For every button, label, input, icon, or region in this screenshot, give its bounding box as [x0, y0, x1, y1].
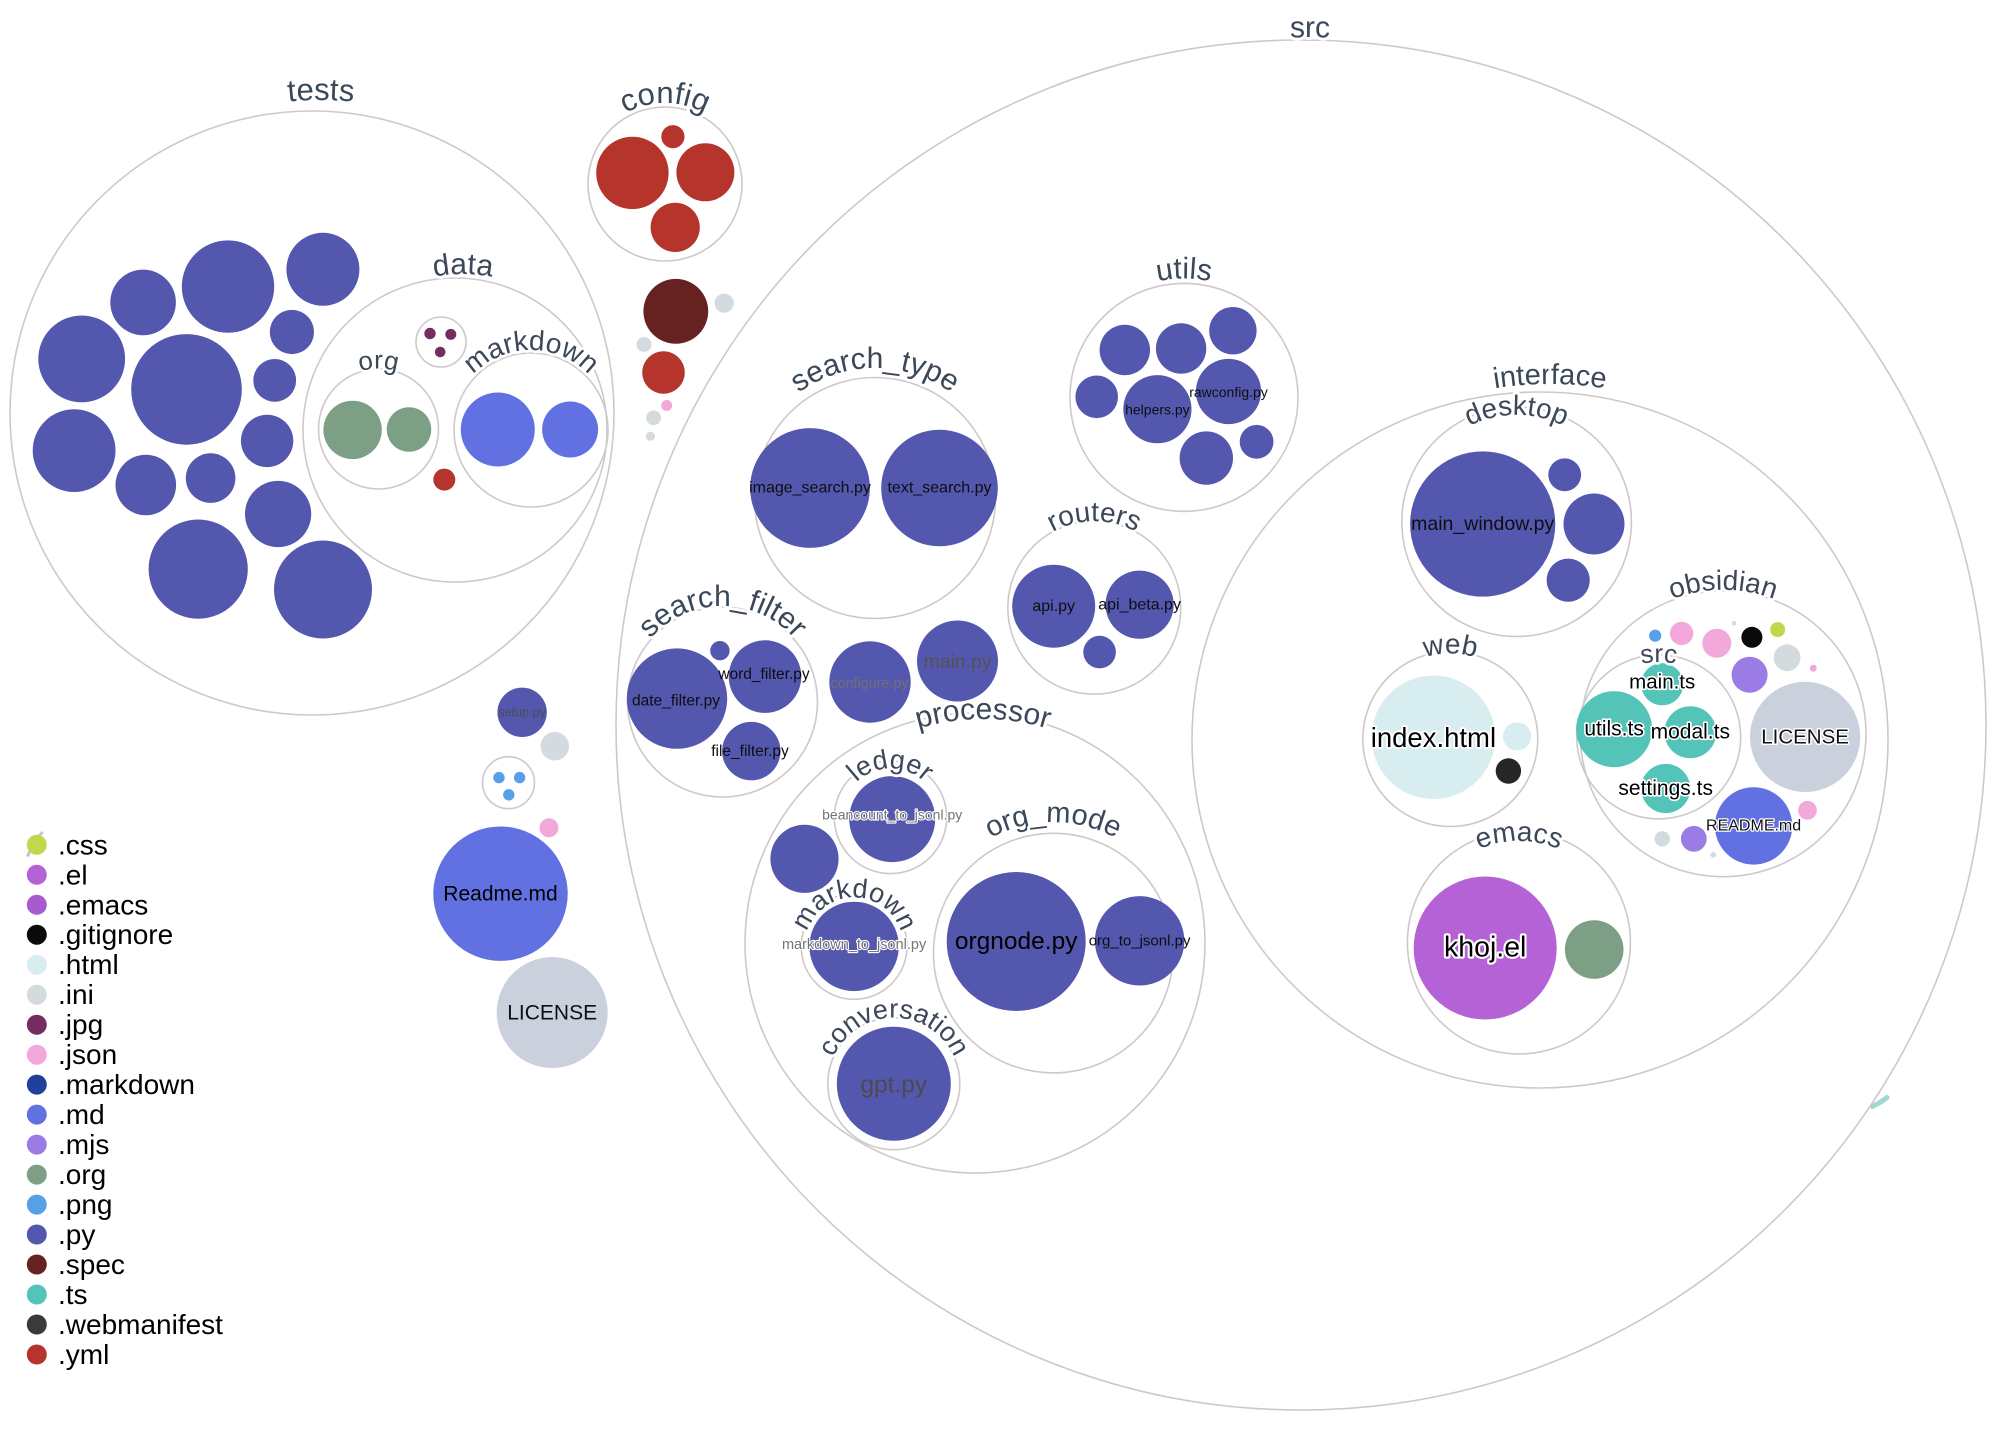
svg-text:.css: .css: [58, 829, 108, 860]
svg-text:.jpg: .jpg: [58, 1009, 103, 1040]
svg-text:.emacs: .emacs: [58, 889, 148, 920]
svg-text:interface: interface: [1491, 359, 1609, 395]
svg-text:gpt.py: gpt.py: [860, 1072, 927, 1099]
svg-text:index.html: index.html: [1371, 722, 1496, 753]
svg-text:settings.ts: settings.ts: [1618, 777, 1713, 800]
svg-text:image_search.py: image_search.py: [749, 480, 871, 497]
svg-text:main_window.py: main_window.py: [1411, 513, 1554, 535]
svg-text:khoj.el: khoj.el: [1444, 931, 1526, 963]
svg-text:.py: .py: [58, 1219, 95, 1250]
svg-text:setup.py: setup.py: [498, 706, 546, 720]
svg-text:modal.ts: modal.ts: [1651, 721, 1730, 744]
svg-text:.spec: .spec: [58, 1249, 125, 1280]
svg-text:api_beta.py: api_beta.py: [1098, 597, 1181, 614]
svg-text:data: data: [431, 248, 496, 284]
svg-text:main.py: main.py: [923, 651, 992, 673]
svg-text:.json: .json: [58, 1039, 117, 1070]
svg-text:README.md: README.md: [1706, 817, 1801, 834]
svg-text:.html: .html: [58, 949, 119, 980]
svg-text:LICENSE: LICENSE: [1761, 726, 1849, 749]
svg-text:.mjs: .mjs: [58, 1129, 109, 1160]
svg-text:api.py: api.py: [1032, 598, 1075, 615]
svg-text:Readme.md: Readme.md: [443, 883, 557, 906]
svg-text:.org: .org: [58, 1159, 106, 1190]
svg-text:.markdown: .markdown: [58, 1069, 195, 1100]
svg-text:helpers.py: helpers.py: [1125, 402, 1190, 418]
svg-text:.yml: .yml: [58, 1339, 109, 1370]
svg-text:.md: .md: [58, 1099, 105, 1130]
svg-text:.gitignore: .gitignore: [58, 919, 173, 950]
svg-text:configure.py: configure.py: [831, 676, 910, 692]
svg-text:main.ts: main.ts: [1629, 671, 1695, 694]
svg-text:.ts: .ts: [58, 1279, 88, 1310]
svg-text:beancount_to_jsonl.py: beancount_to_jsonl.py: [822, 807, 962, 823]
svg-text:markdown_to_jsonl.py: markdown_to_jsonl.py: [782, 937, 927, 953]
svg-text:tests: tests: [286, 72, 356, 109]
svg-text:web: web: [1419, 628, 1481, 663]
svg-text:file_filter.py: file_filter.py: [711, 743, 789, 760]
svg-text:rawconfig.py: rawconfig.py: [1189, 384, 1268, 400]
svg-text:LICENSE: LICENSE: [507, 1002, 597, 1025]
svg-text:src: src: [1290, 11, 1331, 44]
svg-text:orgnode.py: orgnode.py: [955, 928, 1078, 955]
svg-text:word_filter.py: word_filter.py: [717, 666, 810, 683]
svg-text:org: org: [355, 345, 401, 377]
svg-text:text_search.py: text_search.py: [887, 480, 991, 497]
svg-text:.png: .png: [58, 1189, 113, 1220]
svg-text:.ini: .ini: [58, 979, 94, 1010]
svg-text:utils.ts: utils.ts: [1584, 718, 1644, 741]
svg-text:date_filter.py: date_filter.py: [632, 693, 720, 710]
svg-text:utils: utils: [1154, 252, 1215, 288]
svg-text:src: src: [1638, 638, 1679, 670]
svg-text:.el: .el: [58, 859, 88, 890]
svg-text:.webmanifest: .webmanifest: [58, 1309, 223, 1340]
svg-text:org_to_jsonl.py: org_to_jsonl.py: [1089, 933, 1191, 950]
